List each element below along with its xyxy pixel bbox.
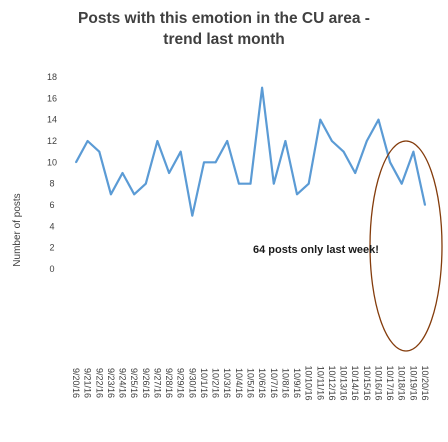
x-tick-label: 9/28/16 (164, 368, 174, 398)
data-point (98, 150, 101, 153)
data-point (261, 86, 263, 89)
x-tick-label: 10/17/16 (385, 365, 395, 400)
x-tick-label: 10/2/16 (211, 368, 221, 398)
y-tick-label: 4 (49, 221, 54, 231)
data-point (412, 150, 415, 153)
data-point (319, 118, 322, 121)
y-tick-label: 14 (47, 115, 57, 125)
x-tick-label: 10/18/16 (397, 365, 407, 400)
data-point (156, 140, 159, 142)
y-tick-label: 18 (47, 72, 57, 82)
data-point (296, 193, 298, 196)
x-axis-ticks: 9/20/16 9/21/16 9/22/16 9/23/16 9/24/16 9/25/… (71, 365, 430, 400)
x-tick-label: 9/22/16 (94, 368, 104, 398)
y-tick-label: 6 (49, 200, 54, 210)
x-tick-label: 10/16/16 (373, 365, 383, 400)
x-tick-label: 10/15/16 (362, 365, 372, 400)
data-point (214, 161, 217, 164)
data-point (144, 182, 147, 185)
y-axis-label: Number of posts (12, 193, 23, 266)
x-tick-label: 10/6/16 (257, 368, 267, 398)
data-point (284, 140, 287, 142)
data-point (331, 140, 333, 142)
data-point (365, 140, 368, 142)
x-tick-label: 9/21/16 (83, 368, 93, 398)
x-tick-label: 10/5/16 (246, 368, 256, 398)
x-tick-label: 9/30/16 (187, 368, 197, 398)
x-tick-label: 10/7/16 (269, 368, 279, 398)
data-point (400, 182, 403, 185)
data-point (133, 193, 136, 196)
x-tick-label: 9/20/16 (71, 368, 81, 398)
x-tick-label: 9/24/16 (118, 368, 128, 398)
x-tick-label: 9/29/16 (176, 368, 186, 398)
data-point (86, 140, 89, 142)
data-point (226, 140, 229, 142)
y-tick-label: 2 (49, 243, 54, 253)
data-point (75, 161, 77, 164)
data-point (203, 161, 205, 164)
chart-title-line-2: trend last month (163, 31, 285, 48)
data-point (168, 172, 171, 174)
series-group (75, 86, 427, 217)
data-point (389, 161, 391, 164)
data-point (191, 214, 194, 217)
y-axis-ticks: 0 2 4 6 8 10 12 14 16 18 (47, 72, 57, 274)
series-line (75, 86, 427, 217)
chart-title-line-1: Posts with this emotion in the CU area - (78, 10, 370, 27)
x-tick-label: 10/14/16 (350, 365, 360, 400)
x-tick-label: 10/4/16 (234, 368, 244, 398)
data-point (121, 172, 124, 174)
x-tick-label: 10/3/16 (222, 368, 232, 398)
highlight-ellipse (369, 140, 443, 352)
x-tick-label: 9/27/16 (152, 368, 162, 398)
x-tick-label: 10/20/16 (420, 365, 430, 400)
data-point (424, 204, 426, 206)
x-tick-label: 10/8/16 (280, 368, 290, 398)
data-point (342, 150, 345, 153)
x-tick-label: 10/10/16 (304, 365, 314, 400)
data-point (272, 182, 275, 185)
data-point (377, 118, 380, 121)
x-tick-label: 10/9/16 (292, 368, 302, 398)
x-tick-label: 10/11/16 (315, 366, 325, 400)
y-tick-label: 16 (47, 93, 57, 103)
y-tick-label: 10 (47, 157, 57, 167)
x-tick-label: 9/25/16 (129, 368, 139, 398)
annotation-label: 64 posts only last week! (253, 244, 379, 256)
x-tick-label: 9/23/16 (106, 368, 116, 398)
data-point (238, 182, 240, 185)
y-tick-label: 12 (47, 136, 57, 146)
x-tick-label: 10/12/16 (327, 365, 337, 400)
data-point (354, 172, 357, 174)
x-tick-label: 10/13/16 (339, 365, 349, 400)
x-tick-label: 10/1/16 (199, 368, 209, 398)
y-tick-label: 8 (49, 179, 54, 189)
data-point (179, 150, 182, 153)
data-point (249, 182, 252, 185)
x-tick-label: 9/26/16 (141, 368, 151, 398)
data-point (110, 193, 112, 196)
x-tick-label: 10/19/16 (408, 365, 418, 400)
data-point (307, 182, 310, 185)
y-tick-label: 0 (49, 264, 54, 274)
